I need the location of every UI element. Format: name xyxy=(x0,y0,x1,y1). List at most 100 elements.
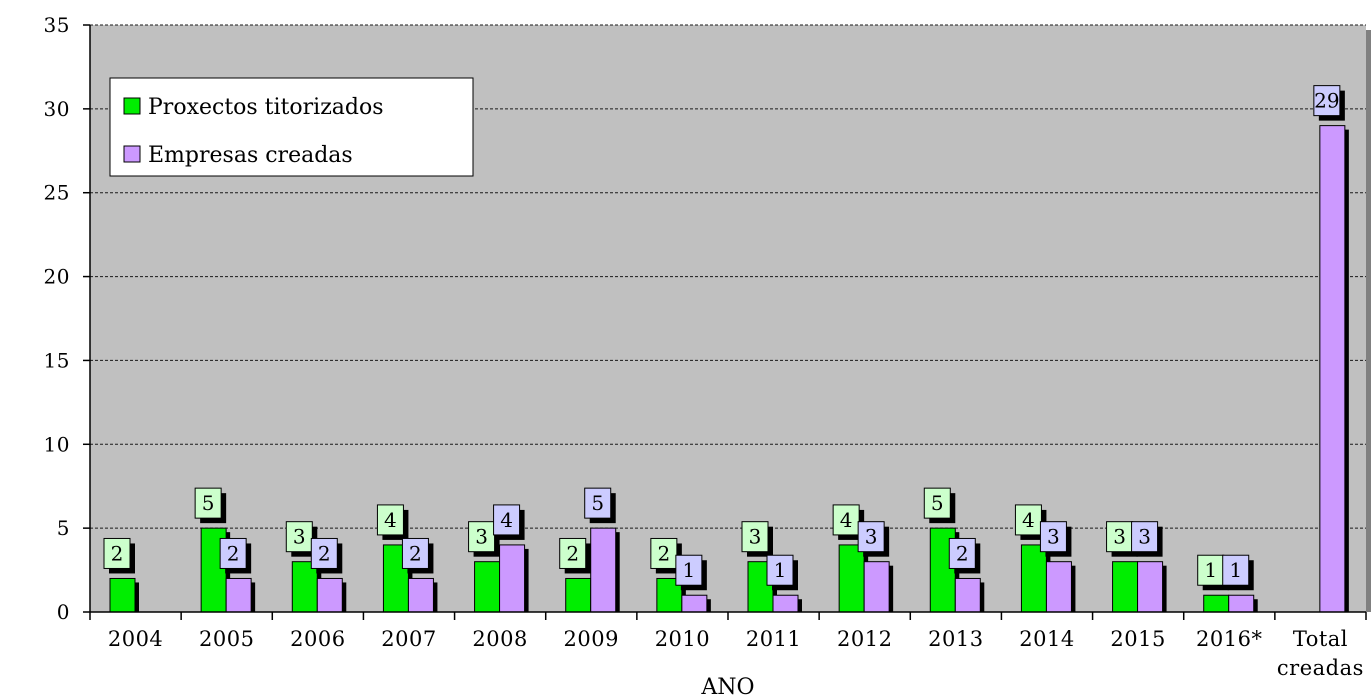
data-label: 5 xyxy=(202,491,215,515)
y-tick-label: 15 xyxy=(44,348,70,372)
bar-empresas xyxy=(863,561,890,613)
x-tick-label: 2005 xyxy=(199,627,254,651)
x-tick-label: 2008 xyxy=(472,627,527,651)
bar-empresas xyxy=(316,577,343,613)
bar-proxectos xyxy=(109,577,136,613)
bar-empresas xyxy=(1319,125,1346,613)
data-label: 2 xyxy=(566,541,579,565)
data-label: 4 xyxy=(384,508,397,532)
data-label-box xyxy=(493,504,521,536)
data-label: 3 xyxy=(293,525,306,549)
data-label-box xyxy=(401,537,429,569)
data-label: 29 xyxy=(1314,89,1339,113)
data-label: 5 xyxy=(591,491,604,515)
x-tick-label: 2004 xyxy=(108,627,163,651)
bar-empresas xyxy=(1228,594,1255,613)
data-label-box xyxy=(219,537,247,569)
x-tick-label: 2013 xyxy=(928,627,983,651)
data-label: 2 xyxy=(227,541,240,565)
legend: Proxectos titorizados Empresas creadas xyxy=(109,77,474,177)
data-label: 2 xyxy=(657,541,670,565)
data-label-box xyxy=(559,537,587,569)
bar-empresas xyxy=(1137,561,1164,613)
data-label-box xyxy=(1106,521,1134,553)
bar-proxectos xyxy=(565,577,592,613)
data-label: 3 xyxy=(1113,525,1126,549)
data-label-box xyxy=(285,521,313,553)
data-label-box xyxy=(1222,554,1250,586)
data-label: 1 xyxy=(1229,558,1242,582)
bar-empresas xyxy=(954,577,981,613)
x-tick-label: 2011 xyxy=(746,627,801,651)
data-label-box xyxy=(1039,521,1067,553)
data-label: 1 xyxy=(682,558,695,582)
data-label-box xyxy=(584,487,612,519)
data-label: 2 xyxy=(111,541,124,565)
data-label-box xyxy=(103,537,131,569)
legend-swatch-proxectos xyxy=(123,97,141,115)
bars xyxy=(109,125,1349,613)
bar-empresas xyxy=(225,577,252,613)
data-label-box xyxy=(376,504,404,536)
x-tick-label: 2016* xyxy=(1196,627,1262,651)
data-label-box xyxy=(832,504,860,536)
bar-proxectos xyxy=(838,544,865,613)
bar-empresas xyxy=(407,577,434,613)
y-tick-labels: 0 5 10 15 20 25 30 35 xyxy=(44,13,70,624)
data-label: 5 xyxy=(931,491,944,515)
data-label: 2 xyxy=(956,541,969,565)
data-label: 3 xyxy=(749,525,762,549)
y-tick-label: 10 xyxy=(44,432,70,456)
data-label: 3 xyxy=(1047,525,1060,549)
bar-proxectos xyxy=(291,561,318,613)
x-tick-label: 2014 xyxy=(1019,627,1074,651)
x-tick-label: 2012 xyxy=(837,627,892,651)
bar-proxectos xyxy=(1020,544,1047,613)
data-label: 1 xyxy=(774,558,787,582)
x-tick-label: 2010 xyxy=(655,627,710,651)
data-label: 3 xyxy=(865,525,878,549)
legend-box xyxy=(109,77,474,177)
axes xyxy=(83,24,1367,620)
y-tick-label: 25 xyxy=(44,181,70,205)
data-label-box xyxy=(675,554,703,586)
data-label: 2 xyxy=(409,541,422,565)
bar-empresas xyxy=(499,544,526,613)
data-label-box xyxy=(857,521,885,553)
data-label: 4 xyxy=(500,508,513,532)
bar-proxectos xyxy=(1112,561,1139,613)
legend-label-empresas: Empresas creadas xyxy=(148,143,353,168)
x-tick-label: 2009 xyxy=(564,627,619,651)
data-label-box xyxy=(1131,521,1159,553)
data-label-box xyxy=(1014,504,1042,536)
x-tick-labels: 2004 2005 2006 2007 2008 2009 2010 2011 2012 2013… xyxy=(108,627,1364,680)
data-label-box xyxy=(650,537,678,569)
bar-empresas xyxy=(681,594,708,613)
bar-proxectos xyxy=(1203,594,1230,613)
data-label-box xyxy=(194,487,222,519)
x-tick-label: 2015 xyxy=(1110,627,1165,651)
data-label-box xyxy=(948,537,976,569)
data-label-box xyxy=(468,521,496,553)
data-label-box xyxy=(1313,85,1341,117)
x-tick-label: creadas xyxy=(1277,656,1364,680)
legend-label-proxectos: Proxectos titorizados xyxy=(148,95,384,120)
data-label: 3 xyxy=(475,525,488,549)
x-tick-label: 2006 xyxy=(290,627,345,651)
y-tick-label: 30 xyxy=(44,97,70,121)
bar-empresas xyxy=(590,527,617,613)
y-tick-label: 5 xyxy=(57,516,70,540)
data-label-box xyxy=(923,487,951,519)
x-tick-label: 2007 xyxy=(381,627,436,651)
bar-proxectos xyxy=(474,561,501,613)
legend-swatch-empresas xyxy=(123,145,141,163)
bar-empresas xyxy=(772,594,799,613)
y-tick-label: 35 xyxy=(44,13,70,37)
bar-empresas xyxy=(1045,561,1072,613)
data-label: 1 xyxy=(1204,558,1217,582)
data-label-box xyxy=(310,537,338,569)
data-label: 3 xyxy=(1138,525,1151,549)
y-tick-label: 20 xyxy=(44,265,70,289)
